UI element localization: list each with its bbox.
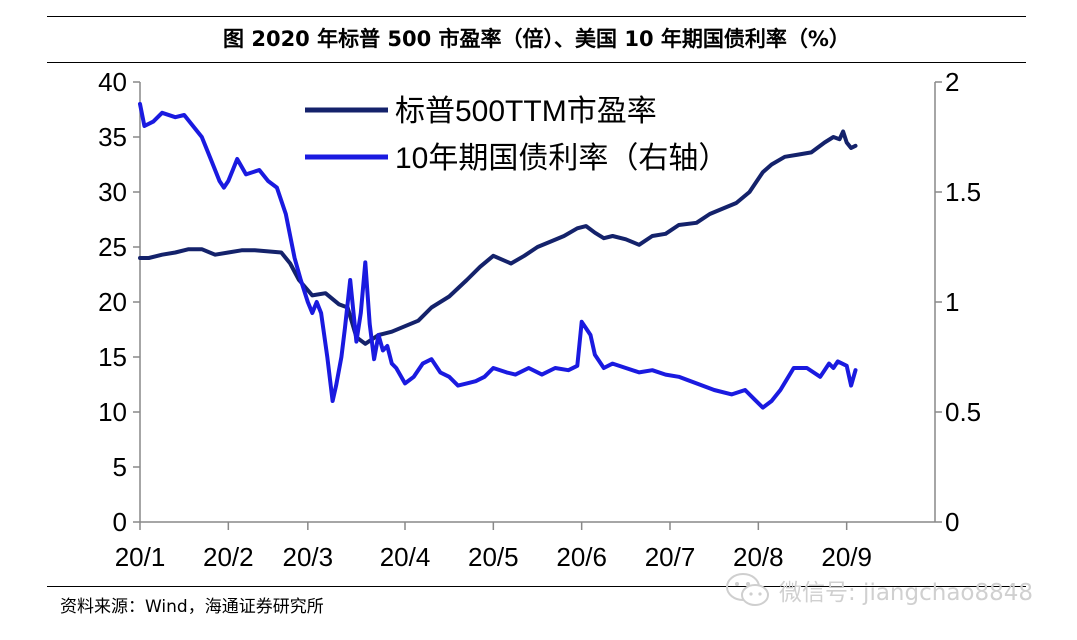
title-rule	[47, 62, 1026, 63]
yield-series-line	[138, 102, 858, 410]
right-tick-label: 0	[945, 507, 959, 537]
left-tick-label: 20	[98, 287, 127, 317]
right-tick-label: 2	[945, 67, 959, 97]
left-tick-label: 25	[98, 232, 127, 262]
wechat-watermark: 微信号: jiangchao8848	[723, 567, 1063, 613]
watermark-text: 微信号: jiangchao8848	[779, 580, 1034, 606]
left-tick-label: 0	[113, 507, 127, 537]
pe-series-line	[138, 129, 858, 346]
wechat-icon	[726, 573, 769, 606]
right-tick-label: 1	[945, 287, 959, 317]
legend-label: 标普500TTM市盈率	[395, 95, 657, 128]
x-tick-label: 20/9	[821, 542, 872, 572]
x-tick-label: 20/8	[733, 542, 784, 572]
source-note: 资料来源：Wind，海通证券研究所	[60, 597, 324, 617]
legend-label: 10年期国债利率（右轴）	[395, 142, 728, 175]
chart-title: 图 2020 年标普 500 市盈率（倍）、美国 10 年期国债利率（%）	[223, 27, 850, 51]
x-tick-label: 20/1	[115, 542, 166, 572]
left-tick-label: 10	[98, 397, 127, 427]
x-tick-label: 20/3	[283, 542, 334, 572]
top-rule	[47, 16, 1026, 17]
left-tick-label: 40	[98, 67, 127, 97]
x-tick-label: 20/7	[645, 542, 696, 572]
bottom-rule	[47, 586, 1026, 587]
left-tick-label: 15	[98, 342, 127, 372]
left-tick-label: 30	[98, 177, 127, 207]
right-tick-label: 0.5	[945, 397, 981, 427]
plot-area: 0 5 10 15 20 25 30 35 40 0 0.5 1 1.5 2 20/1 20/2 20/3 20/…	[98, 67, 981, 572]
x-tick-label: 20/2	[203, 542, 254, 572]
left-tick-label: 5	[113, 452, 127, 482]
right-tick-label: 1.5	[945, 177, 981, 207]
x-tick-label: 20/5	[468, 542, 519, 572]
left-tick-label: 35	[98, 122, 127, 152]
legend: 标普500TTM市盈率 10年期国债利率（右轴）	[305, 95, 728, 175]
x-tick-label: 20/6	[556, 542, 607, 572]
x-tick-label: 20/4	[380, 542, 431, 572]
